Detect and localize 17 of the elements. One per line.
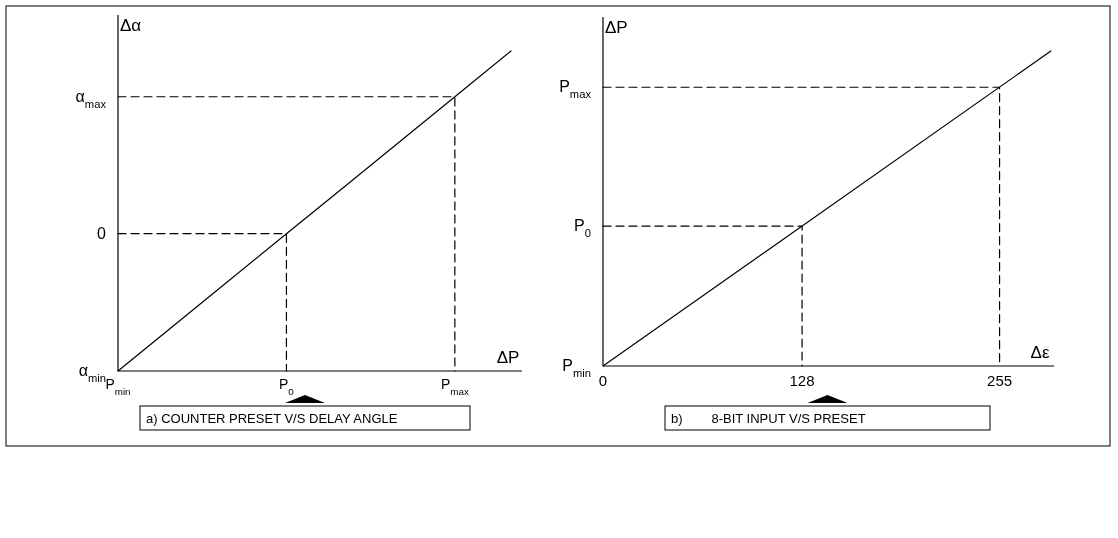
- x-tick-label: P$_{0}$: [279, 376, 295, 397]
- x-axis-title: Δε: [1030, 343, 1050, 362]
- x-axis-title: ΔP: [496, 348, 520, 367]
- annotation: α$_{max}$: [75, 87, 107, 110]
- y-axis-title: Δα: [120, 16, 142, 35]
- x-tick-label: 128: [789, 372, 815, 389]
- x-tick-label: P$_{max}$: [440, 376, 469, 397]
- x-tick-label: 0: [598, 372, 608, 389]
- annotation: P$_{max}$: [559, 78, 592, 101]
- y-axis-title: ΔP: [605, 18, 628, 37]
- x-tick-label: P$_{min}$: [105, 376, 131, 397]
- x-tick-label: 255: [987, 372, 1013, 389]
- annotation: 0: [97, 224, 107, 242]
- text: a) COUNTER PRESET V/S DELAY ANGLE: [146, 411, 398, 426]
- annotation: P$_{0}$: [574, 217, 591, 240]
- annotation: α$_{min}$: [78, 362, 106, 384]
- text: b) 8-BIT INPUT V/S PRESET: [671, 411, 866, 426]
